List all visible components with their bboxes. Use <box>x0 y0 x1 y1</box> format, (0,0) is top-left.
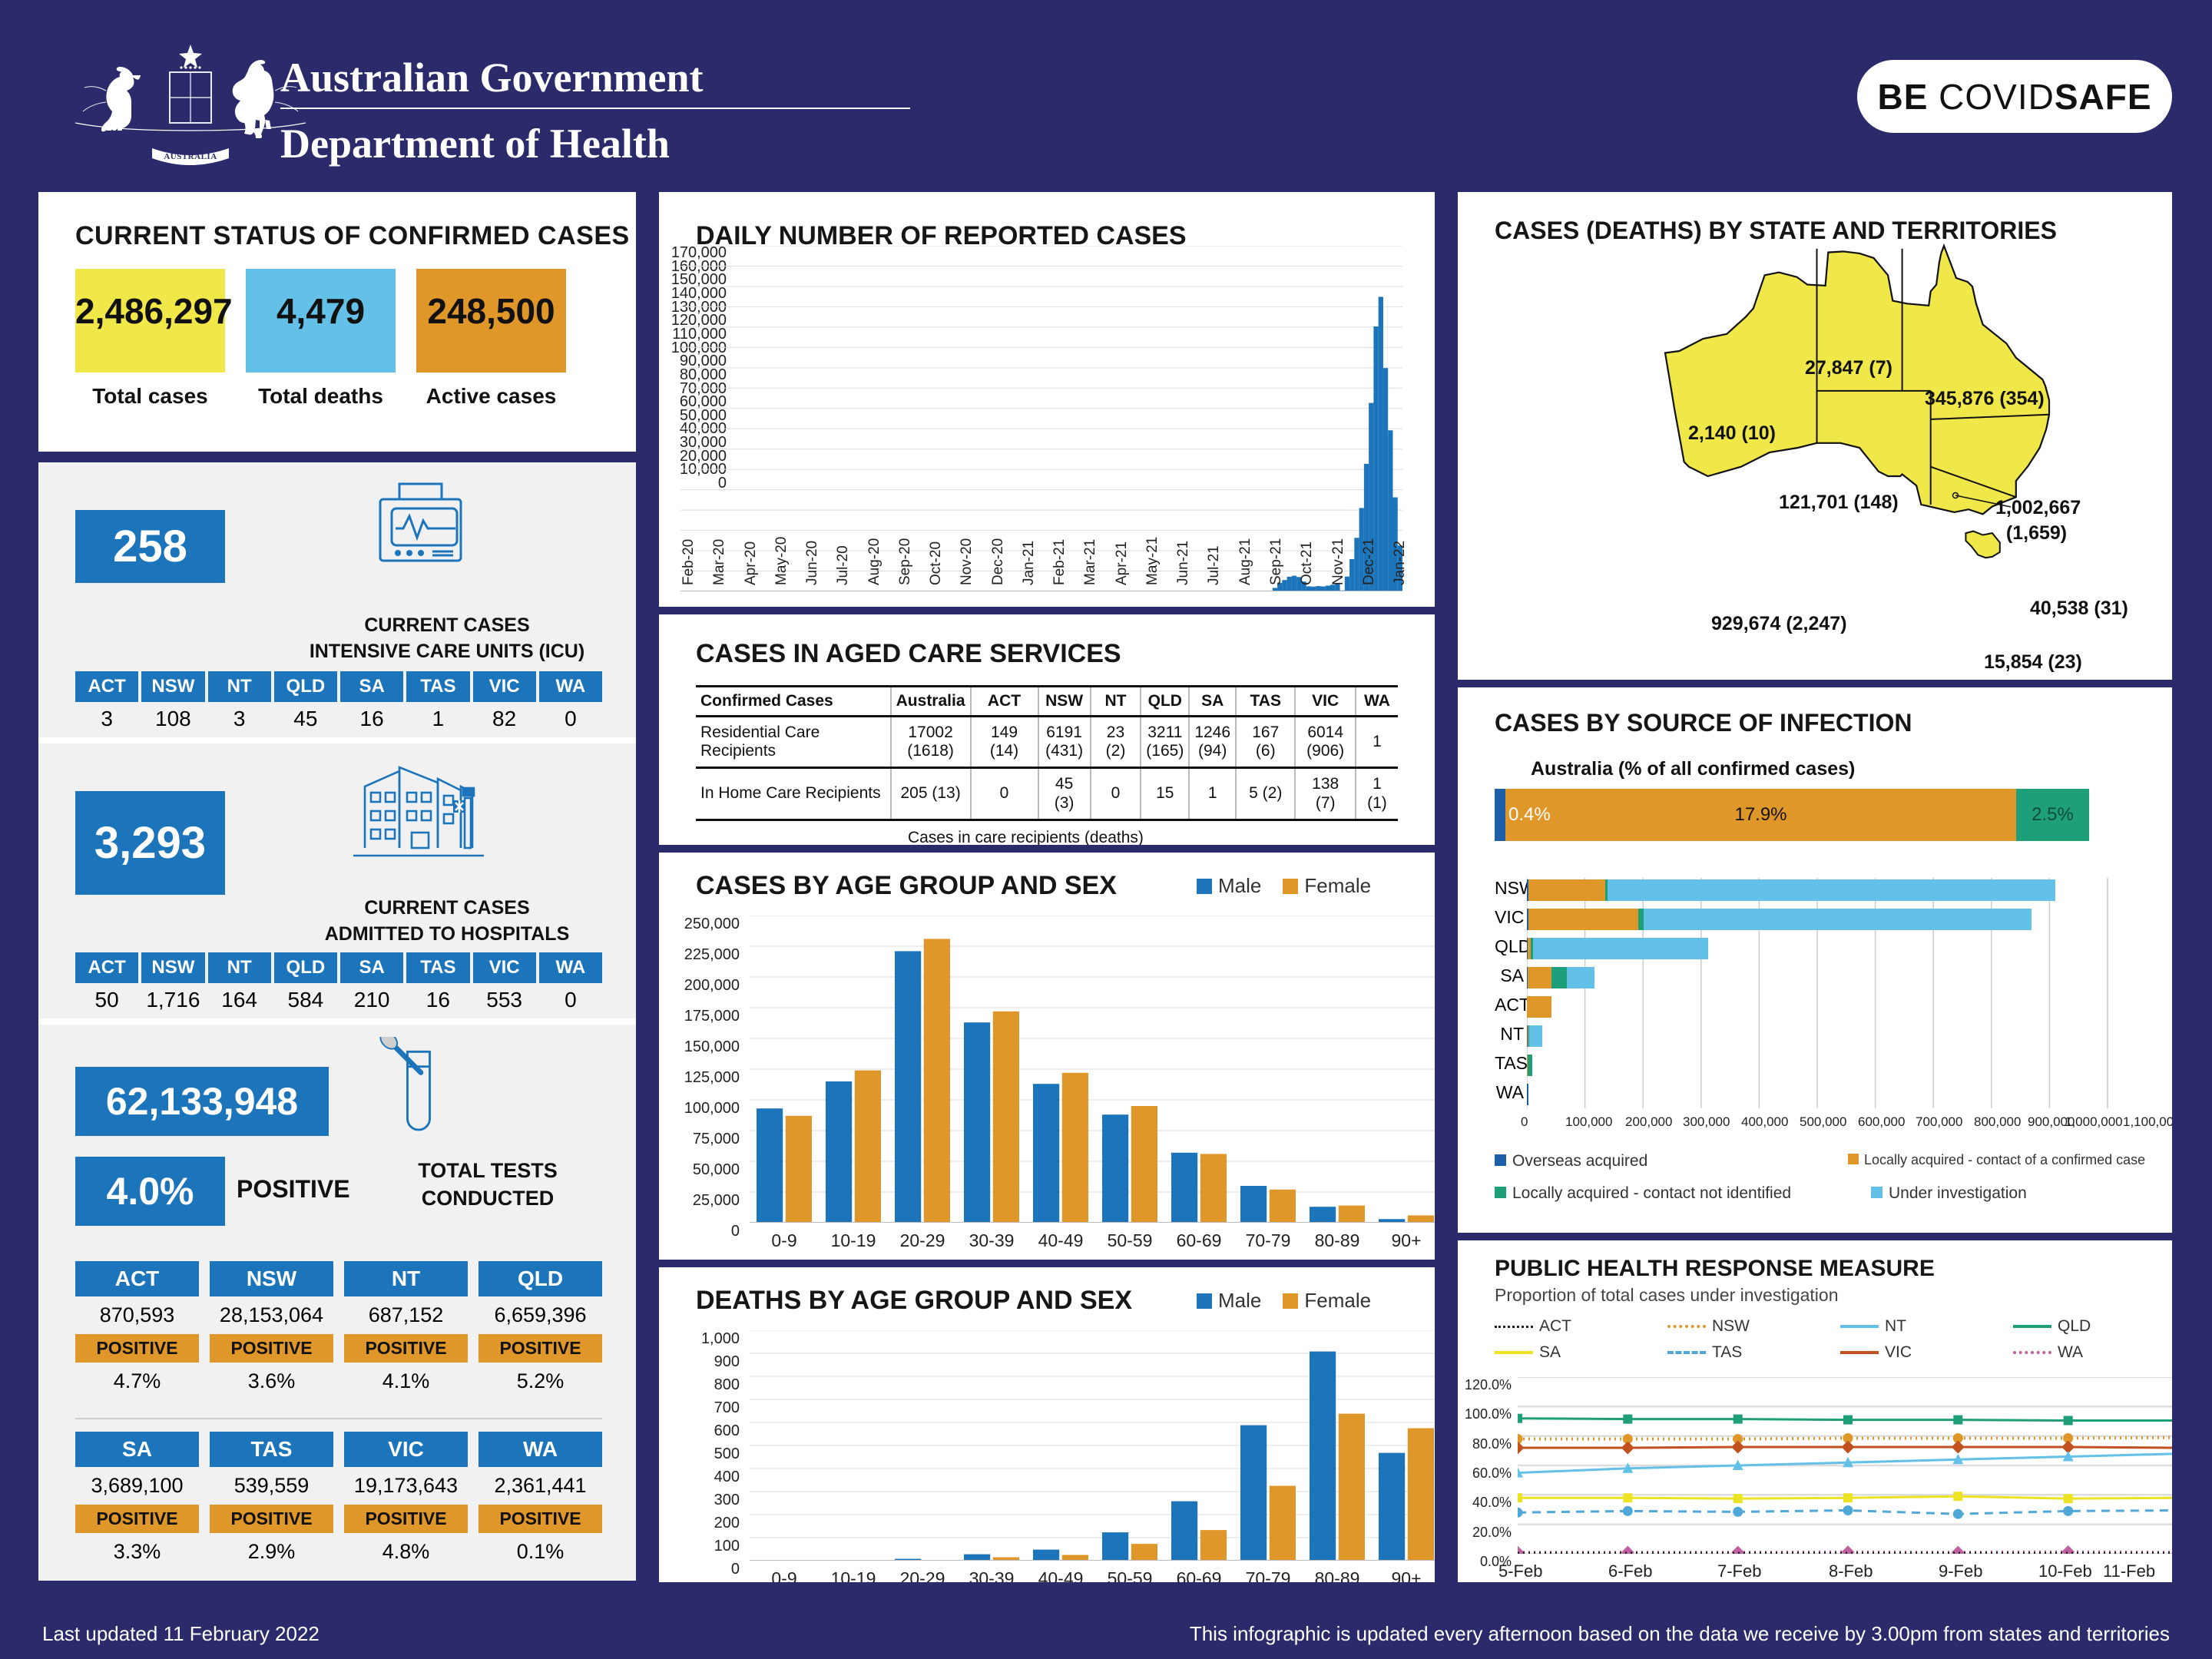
svg-text:AUSTRALIA: AUSTRALIA <box>164 152 217 161</box>
